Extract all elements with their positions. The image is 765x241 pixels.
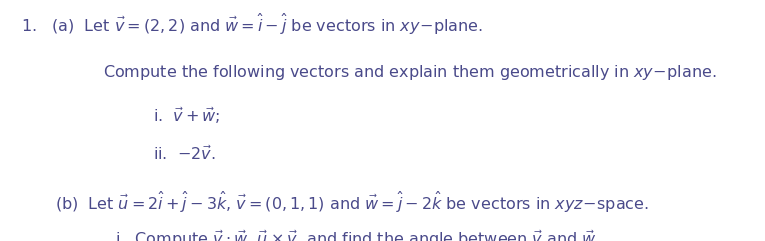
Text: i.  Compute $\vec{v} \cdot \vec{w}$, $\vec{u} \times \vec{v}$, and find the angl: i. Compute $\vec{v} \cdot \vec{w}$, $\ve…: [115, 229, 600, 241]
Text: (b)  Let $\vec{u} = 2\hat{i} + \hat{j} - 3\hat{k}$, $\vec{v} = (0, 1, 1)$ and $\: (b) Let $\vec{u} = 2\hat{i} + \hat{j} - …: [55, 190, 649, 215]
Text: 1.   (a)  Let $\vec{v} = (2, 2)$ and $\vec{w} = \hat{i} - \hat{j}$ be vectors in: 1. (a) Let $\vec{v} = (2, 2)$ and $\vec{…: [21, 12, 483, 37]
Text: Compute the following vectors and explain them geometrically in $xy\!-\!$plane.: Compute the following vectors and explai…: [103, 63, 717, 82]
Text: ii.  $-2\vec{v}$.: ii. $-2\vec{v}$.: [153, 145, 216, 163]
Text: i.  $\vec{v} + \vec{w}$;: i. $\vec{v} + \vec{w}$;: [153, 106, 220, 126]
